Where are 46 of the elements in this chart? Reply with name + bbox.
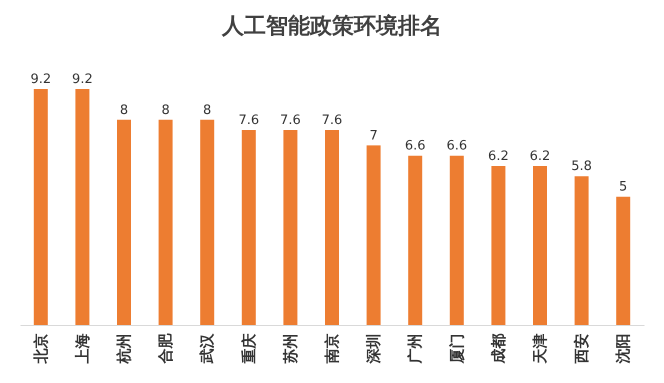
x-tick-label: 上海 bbox=[73, 334, 92, 364]
x-tick-label: 沈阳 bbox=[614, 334, 632, 364]
bar bbox=[408, 156, 422, 325]
x-tick-label: 武汉 bbox=[198, 332, 216, 364]
bar bbox=[117, 120, 131, 325]
data-label: 5.8 bbox=[571, 159, 592, 174]
chart-title: 人工智能政策环境排名 bbox=[221, 13, 442, 39]
x-tick-label: 重庆 bbox=[240, 334, 258, 364]
data-label: 7.6 bbox=[238, 113, 260, 128]
bar bbox=[616, 196, 630, 325]
x-tick-label: 合肥 bbox=[156, 332, 175, 364]
data-label: 9.2 bbox=[72, 72, 93, 87]
data-label: 6.2 bbox=[530, 148, 550, 164]
x-tick-label: 广州 bbox=[406, 334, 424, 364]
bar bbox=[75, 89, 90, 325]
data-label: 6.6 bbox=[404, 138, 426, 154]
bar bbox=[283, 130, 298, 325]
data-label: 6.2 bbox=[488, 148, 509, 164]
data-label: 8 bbox=[120, 102, 128, 118]
bar bbox=[200, 120, 214, 325]
bar bbox=[366, 145, 381, 325]
data-label: 6.6 bbox=[446, 138, 468, 154]
x-tick-label: 西安 bbox=[572, 334, 591, 364]
bar bbox=[533, 166, 547, 325]
x-tick-label: 杭州 bbox=[115, 334, 133, 364]
data-label: 8 bbox=[203, 102, 212, 118]
data-label: 7.6 bbox=[280, 113, 301, 128]
data-label: 7 bbox=[369, 128, 378, 144]
bar bbox=[450, 156, 464, 325]
data-label: 7.6 bbox=[322, 113, 342, 128]
x-tick-label: 厦门 bbox=[448, 334, 466, 364]
bar bbox=[242, 130, 256, 325]
data-label: 5 bbox=[619, 180, 628, 195]
data-label: 8 bbox=[161, 102, 170, 118]
data-label: 9.2 bbox=[30, 72, 52, 87]
x-tick-label: 天津 bbox=[531, 334, 549, 364]
x-tick-label: 成都 bbox=[489, 334, 508, 364]
x-tick-label: 北京 bbox=[32, 334, 50, 364]
x-tick-label: 深圳 bbox=[364, 334, 383, 364]
x-tick-label: 苏州 bbox=[281, 334, 300, 364]
bar bbox=[34, 89, 48, 325]
x-tick-label: 南京 bbox=[323, 334, 341, 364]
bar bbox=[574, 176, 589, 325]
bar bbox=[325, 130, 339, 325]
bar bbox=[491, 166, 506, 325]
bar bbox=[158, 120, 173, 325]
